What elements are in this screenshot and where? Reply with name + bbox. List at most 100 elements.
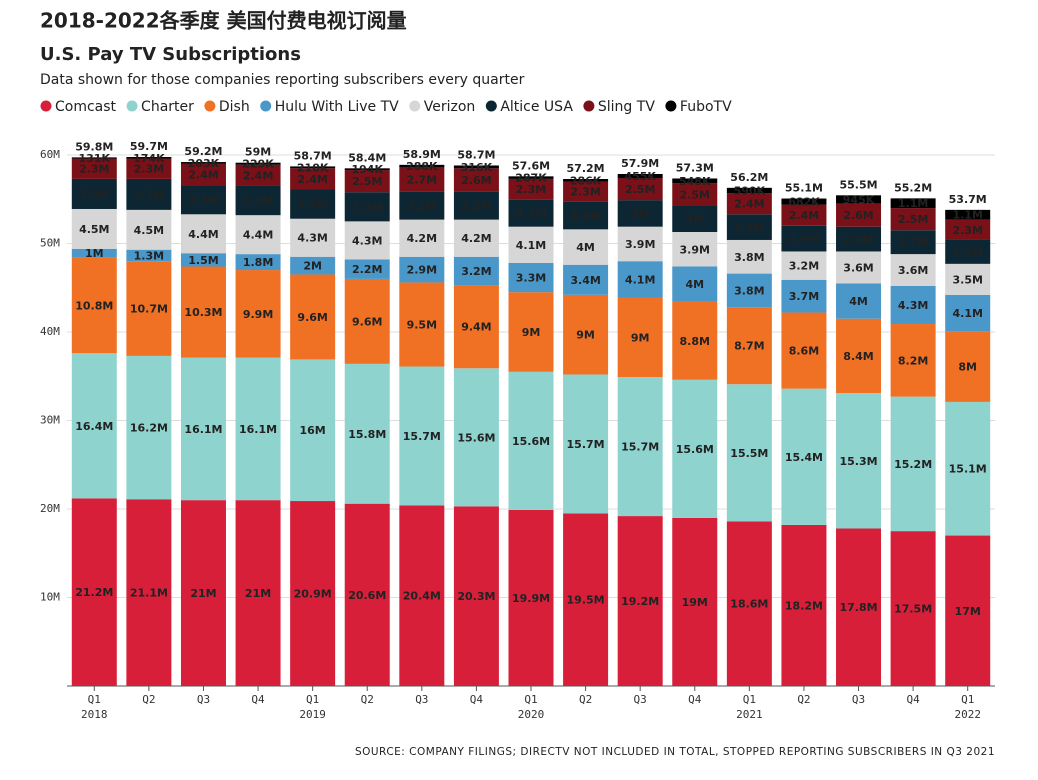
- bar-segment: [563, 179, 609, 182]
- value-label: 455K: [624, 170, 656, 183]
- bar-segment: [563, 513, 609, 686]
- bar-segment: [945, 331, 991, 402]
- bar-segment: [71, 353, 117, 499]
- value-label: 3M: [631, 207, 650, 220]
- bar-segment: [344, 259, 390, 279]
- value-label: 2.3M: [570, 186, 600, 199]
- value-label: 3.2M: [461, 199, 491, 212]
- value-label: 15.6M: [457, 431, 495, 444]
- bar-segment: [781, 312, 827, 389]
- value-label: 4.3M: [297, 232, 327, 245]
- bar-segment: [781, 204, 827, 226]
- legend-swatch: [485, 100, 497, 112]
- x-tick-label: Q1: [524, 693, 537, 706]
- value-label: 17.8M: [839, 601, 877, 614]
- x-tick-label: Q4: [251, 693, 265, 706]
- value-label: 1.5M: [188, 254, 218, 267]
- bar-segment: [453, 165, 499, 169]
- value-label: 4.5M: [134, 224, 164, 237]
- bar-segment: [126, 158, 172, 179]
- value-label: 2.2M: [352, 263, 382, 276]
- bar-segment: [344, 363, 390, 504]
- value-label: 2.4M: [789, 209, 819, 222]
- value-label: 4.2M: [461, 232, 491, 245]
- total-label: 59.8M: [75, 140, 113, 153]
- bar-segment: [781, 251, 827, 280]
- bar-segment: [180, 266, 226, 358]
- value-label: 21.2M: [75, 586, 113, 599]
- total-label: 58.9M: [403, 148, 441, 161]
- x-tick-label: Q2: [361, 693, 374, 706]
- bar-segment: [71, 257, 117, 354]
- value-label: 1M: [85, 247, 104, 260]
- bar-segment: [617, 200, 663, 227]
- legend-swatch: [665, 100, 677, 112]
- bar-segment: [399, 256, 445, 283]
- chart-title: U.S. Pay TV Subscriptions: [40, 44, 301, 65]
- value-label: 131K: [79, 152, 111, 165]
- value-label: 9.4M: [461, 321, 491, 334]
- value-label: 2.7M: [952, 246, 982, 259]
- value-label: 19M: [682, 596, 708, 609]
- bar-segment: [617, 261, 663, 298]
- bar-segment: [726, 214, 772, 240]
- bar-segment: [235, 185, 281, 216]
- bar-segment: [890, 396, 936, 532]
- value-label: 3.3M: [297, 198, 327, 211]
- bar-segment: [781, 388, 827, 525]
- bar-segment: [890, 198, 936, 209]
- bar-segment: [235, 357, 281, 501]
- value-label: 3.1M: [570, 210, 600, 223]
- bar-segment: [563, 374, 609, 514]
- bar-segment: [126, 157, 172, 159]
- value-label: 1.1M: [952, 209, 982, 222]
- value-label: 1.3M: [134, 249, 164, 262]
- bar-segment: [344, 170, 390, 193]
- bar-segment: [344, 278, 390, 364]
- value-label: 1.8M: [243, 256, 273, 269]
- legend-swatch: [204, 100, 216, 112]
- x-tick-label: Q4: [470, 693, 484, 706]
- value-label: 3.6M: [843, 261, 873, 274]
- bar-segment: [71, 178, 117, 209]
- bar-segment: [617, 516, 663, 686]
- value-label: 590K: [734, 184, 766, 197]
- value-label: 10.7M: [130, 303, 168, 316]
- chart-subtitle: Data shown for those companies reporting…: [40, 72, 525, 88]
- value-label: 8.2M: [898, 354, 928, 367]
- bar-segment: [672, 266, 718, 302]
- x-tick-label: Q3: [415, 693, 428, 706]
- bar-segment: [836, 251, 882, 284]
- total-label: 59.2M: [184, 145, 222, 158]
- value-label: 548K: [679, 175, 711, 188]
- value-label: 2.6M: [843, 209, 873, 222]
- bar-segment: [453, 506, 499, 686]
- value-label: 3.8M: [734, 284, 764, 297]
- value-label: 229K: [242, 158, 274, 171]
- bar-segment: [890, 230, 936, 255]
- bar-segment: [180, 357, 226, 501]
- legend-label: Comcast: [55, 99, 117, 115]
- bar-segment: [945, 219, 991, 240]
- y-tick-label: 30M: [40, 414, 60, 427]
- bar-segment: [180, 214, 226, 254]
- bar-segment: [836, 318, 882, 394]
- legend-swatch: [126, 100, 138, 112]
- bar-segment: [71, 248, 117, 258]
- value-label: 2.3M: [516, 183, 546, 196]
- bar-segment: [836, 393, 882, 529]
- bar-segment: [126, 178, 172, 210]
- bar-segment: [945, 239, 991, 264]
- value-label: 2.4M: [243, 169, 273, 182]
- value-label: 8M: [958, 361, 977, 374]
- bar-segment: [672, 205, 718, 232]
- x-tick-label: Q2: [142, 693, 155, 706]
- value-label: 3.5M: [952, 273, 982, 286]
- bar-segment: [290, 166, 336, 169]
- bar-segment: [71, 157, 117, 159]
- bar-segment: [726, 521, 772, 686]
- value-label: 2.5M: [352, 175, 382, 188]
- x-year-label: 2019: [299, 708, 326, 721]
- value-label: 2.7M: [898, 236, 928, 249]
- value-label: 19.5M: [567, 594, 605, 607]
